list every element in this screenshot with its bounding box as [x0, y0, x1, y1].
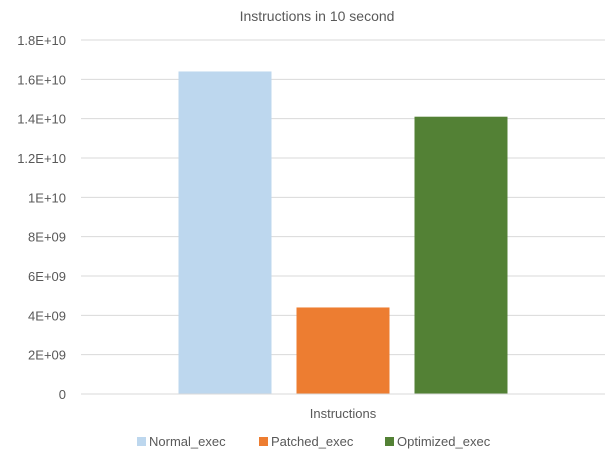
- bar-normal-exec: [178, 71, 272, 394]
- chart-title: Instructions in 10 second: [240, 8, 395, 24]
- y-axis-tick-labels: 0 2E+09 4E+09 6E+09 8E+09 1E+10 1.2E+10 1.4E+10…: [17, 33, 66, 402]
- y-tick-label: 1.8E+10: [17, 33, 66, 48]
- legend: Normal_exec Patched_exec Optimized_exec: [137, 434, 491, 449]
- y-tick-label: 0: [59, 387, 66, 402]
- y-tick-label: 2E+09: [28, 348, 66, 363]
- y-tick-label: 1.2E+10: [17, 151, 66, 166]
- y-tick-label: 1E+10: [28, 190, 66, 205]
- grid-lines: [81, 39, 605, 356]
- legend-swatch: [259, 437, 268, 446]
- y-tick-label: 6E+09: [28, 269, 66, 284]
- y-tick-label: 1.6E+10: [17, 72, 66, 87]
- y-tick-label: 4E+09: [28, 308, 66, 323]
- bar-optimized-exec: [414, 116, 508, 394]
- legend-swatch: [137, 437, 146, 446]
- y-tick-label: 8E+09: [28, 230, 66, 245]
- y-tick-label: 1.4E+10: [17, 112, 66, 127]
- legend-swatch: [385, 437, 394, 446]
- legend-label: Patched_exec: [271, 434, 354, 449]
- legend-label: Optimized_exec: [397, 434, 491, 449]
- bars: [178, 71, 508, 394]
- x-category-label: Instructions: [310, 406, 377, 421]
- x-axis-category-labels: Instructions: [310, 406, 377, 421]
- bar-patched-exec: [296, 307, 390, 394]
- legend-label: Normal_exec: [149, 434, 226, 449]
